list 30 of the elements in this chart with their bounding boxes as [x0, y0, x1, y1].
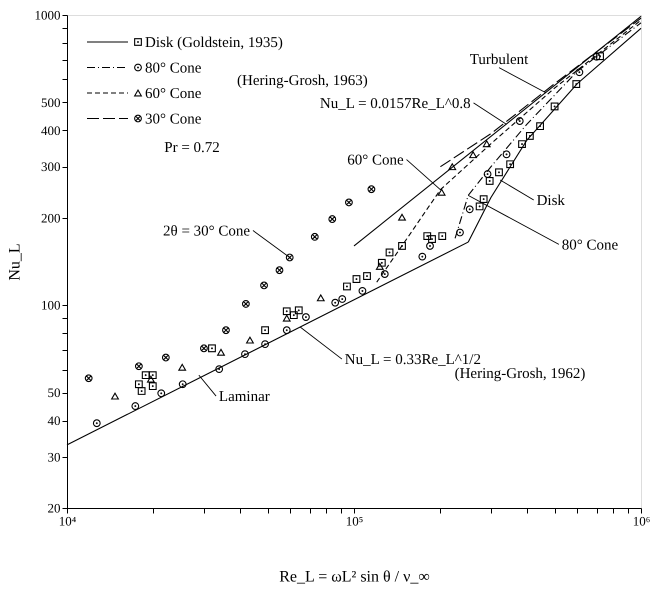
y-tick-label: 20: [48, 500, 60, 516]
legend-label: 30° Cone: [145, 112, 202, 128]
x-tick-label: 10⁶: [632, 514, 650, 528]
annotation: Turbulent: [470, 52, 530, 68]
y-tick-label: 200: [41, 210, 60, 226]
annotation: Disk: [536, 193, 566, 210]
x-tick-label: 10⁴: [58, 514, 77, 528]
y-tick-label: 400: [41, 122, 60, 138]
annotation: 80° Cone: [562, 237, 619, 254]
legend-label: 80° Cone: [145, 60, 202, 76]
annotation: Nu_L = 0.0157Re_L^0.8: [320, 96, 471, 112]
legend-label: Disk (Goldstein, 1935): [145, 35, 283, 51]
annotation: 2θ = 30° Cone: [163, 224, 250, 240]
y-tick-label: 500: [41, 94, 60, 110]
annotation: Pr = 0.72: [164, 140, 220, 156]
legend-label: 60° Cone: [145, 86, 202, 102]
y-axis-title: Nu_L: [6, 243, 24, 281]
y-tick-label: 40: [48, 413, 60, 428]
y-tick-label: 50: [48, 385, 60, 400]
y-tick-label: 1000: [34, 8, 60, 22]
y-tick-label: 30: [48, 449, 60, 464]
x-axis-title: Re_L = ωL² sin θ / ν_∞: [279, 568, 430, 586]
annotation: (Hering-Grosh, 1963): [237, 73, 368, 89]
annotation: Nu_L = 0.33Re_L^1/2: [344, 352, 481, 368]
annotation: Laminar: [218, 389, 270, 406]
annotation: (Hering-Grosh, 1962): [454, 366, 586, 382]
y-tick-label: 100: [41, 298, 60, 313]
annotation: 60° Cone: [347, 152, 404, 169]
x-tick-label: 10⁵: [346, 514, 364, 528]
y-tick-label: 300: [41, 159, 60, 174]
